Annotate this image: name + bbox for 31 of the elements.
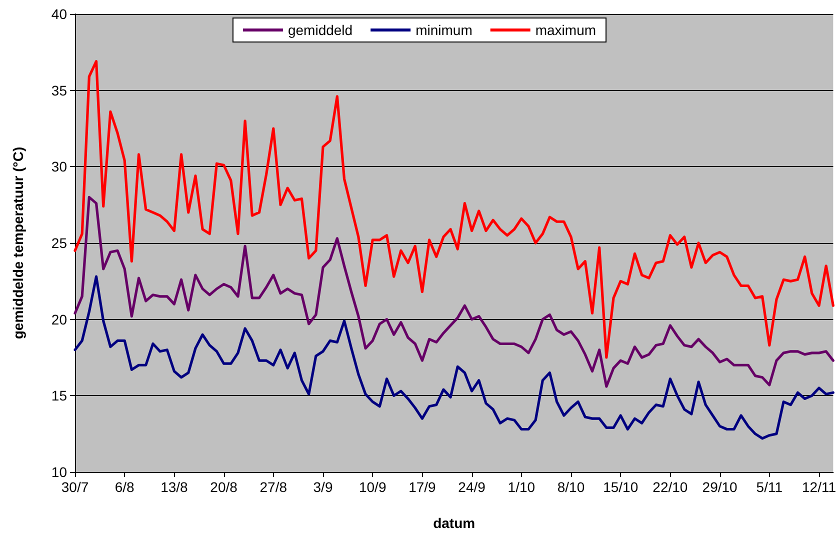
y-tick-label: 20 [51, 311, 68, 328]
x-tick-label: 30/7 [61, 479, 89, 495]
line-series [74, 60, 834, 359]
x-tick-label: 1/10 [508, 479, 536, 495]
x-tick-label: 12/11 [802, 479, 836, 495]
x-tick-label: 20/8 [210, 479, 238, 495]
y-tick-label: 25 [51, 235, 68, 251]
y-tick-label: 35 [51, 82, 68, 98]
legend-label: minimum [416, 22, 472, 38]
legend-label: maximum [535, 22, 596, 38]
x-tick-label: 10/9 [358, 479, 386, 495]
y-tick-label: 40 [51, 6, 68, 22]
x-tick-label: 17/9 [408, 479, 436, 495]
x-tick-label: 24/9 [458, 479, 486, 495]
x-tick-label: 8/10 [557, 479, 585, 495]
x-tick-label: 5/11 [756, 479, 783, 495]
legend-label: gemiddeld [288, 22, 353, 38]
x-axis-title: datum [433, 515, 476, 531]
x-tick-label: 22/10 [652, 479, 688, 495]
x-tick-label: 27/8 [260, 479, 288, 495]
y-tick-label: 10 [51, 464, 68, 480]
line-series [74, 196, 834, 388]
line-series [74, 275, 834, 440]
x-tick-label: 13/8 [160, 479, 188, 495]
x-tick-label: 29/10 [702, 479, 738, 495]
y-tick-label: 30 [51, 158, 68, 175]
x-tick-label: 15/10 [603, 479, 638, 495]
y-axis-title: gemiddelde temperatuur (°C) [10, 146, 26, 340]
x-tick-label: 6/8 [114, 479, 135, 495]
x-tick-label: 3/9 [313, 479, 333, 495]
y-tick-label: 15 [51, 388, 68, 404]
